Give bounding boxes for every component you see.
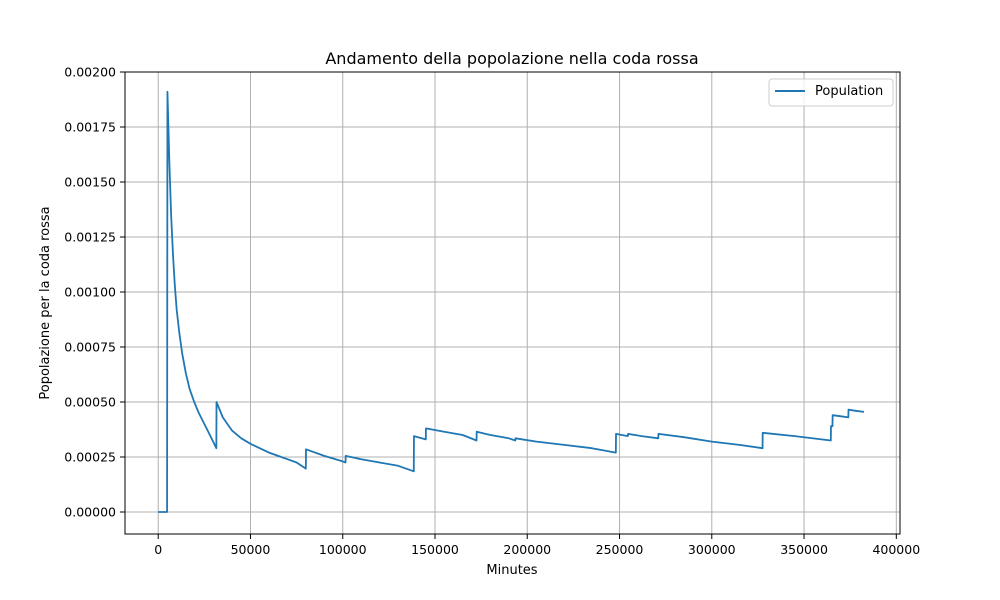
chart-title: Andamento della popolazione nella coda r… xyxy=(325,49,698,68)
legend-box xyxy=(768,78,894,107)
y-axis-label: Popolazione per la coda rossa xyxy=(38,206,53,399)
x-tick-label: 100000 xyxy=(319,542,367,557)
y-tick-label: 0.00075 xyxy=(64,340,116,355)
x-tick-label: 400000 xyxy=(872,542,920,557)
y-tick-label: 0.00150 xyxy=(64,175,116,190)
x-tick-label: 0 xyxy=(154,542,162,557)
plot-area xyxy=(158,90,865,513)
legend-label: Population xyxy=(815,84,883,99)
x-tick-label: 250000 xyxy=(596,542,644,557)
y-tick-label: 0.00050 xyxy=(64,395,116,410)
x-axis-label: Minutes xyxy=(486,563,537,578)
y-tick-label: 0.00125 xyxy=(64,230,116,245)
x-tick-label: 300000 xyxy=(688,542,736,557)
y-tick-label: 0.00175 xyxy=(64,120,116,135)
x-axis-ticks: 0 50000 100000 150000 200000 250000 300000 3500… xyxy=(154,534,920,557)
y-tick-label: 0.00100 xyxy=(64,285,116,300)
x-tick-label: 350000 xyxy=(780,542,828,557)
x-tick-label: 50000 xyxy=(231,542,271,557)
grid xyxy=(125,71,900,534)
y-tick-label: 0.00200 xyxy=(64,65,116,80)
legend: Population xyxy=(768,78,894,107)
y-axis-ticks: 0.00000 0.00025 0.00050 0.00075 0.00100 0.001… xyxy=(64,65,125,520)
series-line-population xyxy=(158,90,865,513)
y-tick-label: 0.00025 xyxy=(64,450,116,465)
axes-frame xyxy=(124,71,901,535)
x-tick-label: 150000 xyxy=(411,542,459,557)
y-tick-label: 0.00000 xyxy=(64,505,116,520)
x-tick-label: 200000 xyxy=(503,542,551,557)
